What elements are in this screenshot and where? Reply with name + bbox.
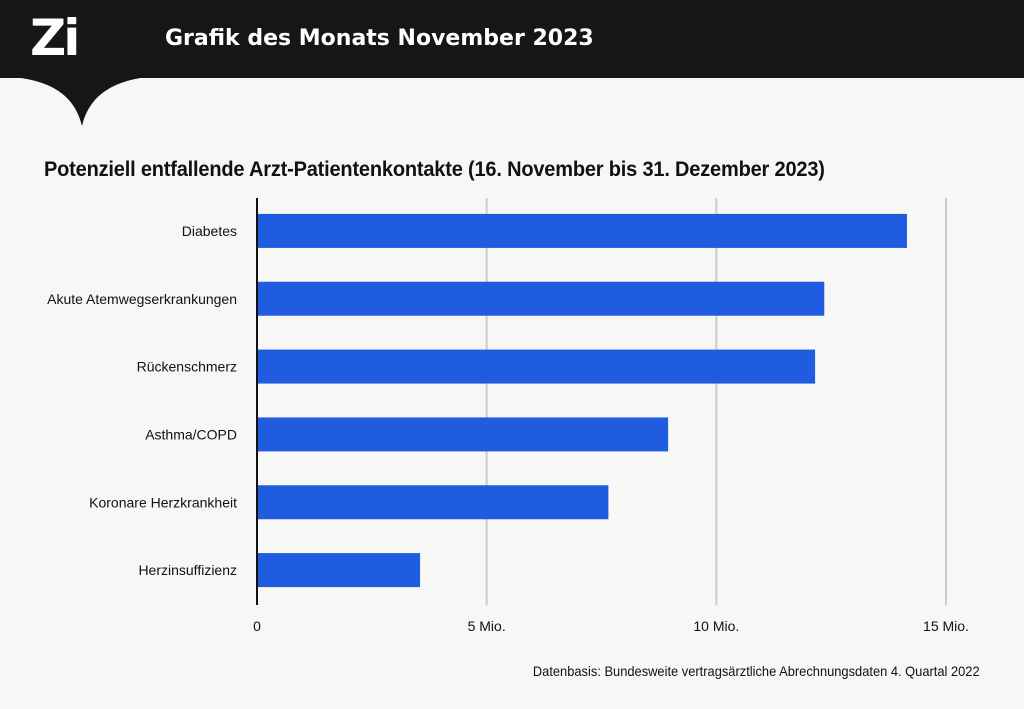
bar (257, 281, 825, 316)
x-tick-label: 0 (253, 618, 261, 634)
category-label: Asthma/COPD (145, 426, 237, 442)
source-note: Datenbasis: Bundesweite vertragsärztlich… (533, 663, 980, 679)
bar (257, 485, 609, 520)
bar (257, 349, 816, 384)
category-label: Akute Atemwegserkrankungen (47, 291, 237, 307)
x-tick-label: 5 Mio. (468, 618, 506, 634)
x-tick-label: 15 Mio. (923, 618, 969, 634)
bar (257, 417, 669, 452)
bar (257, 213, 907, 248)
chart-title: Potenziell entfallende Arzt-Patientenkon… (44, 157, 825, 181)
x-tick-label: 10 Mio. (693, 618, 739, 634)
header-title: Grafik des Monats November 2023 (165, 26, 594, 51)
category-label: Koronare Herzkrankheit (89, 494, 237, 510)
zi-logo: Zi (30, 9, 80, 67)
bar (257, 553, 421, 588)
category-label: Rückenschmerz (137, 359, 237, 375)
header-bar: Zi Grafik des Monats November 2023 (0, 0, 1024, 78)
category-label: Diabetes (182, 223, 237, 239)
category-label: Herzinsuffizienz (138, 562, 237, 578)
logo-notch (0, 76, 160, 126)
